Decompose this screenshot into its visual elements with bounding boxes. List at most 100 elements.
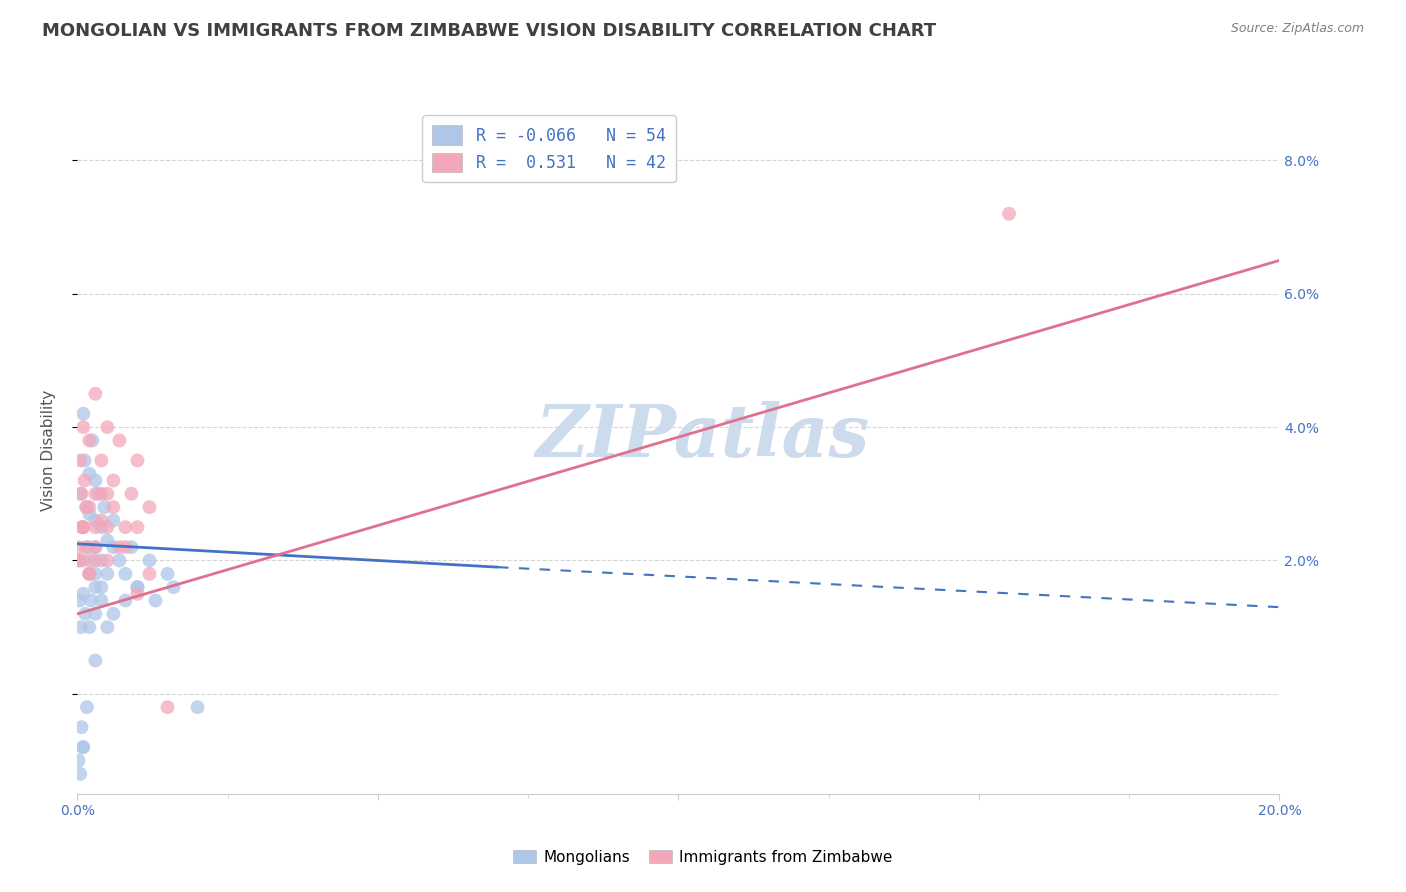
Point — [998, 207, 1021, 221]
Point — [84, 607, 107, 621]
Point — [90, 580, 112, 594]
Point — [90, 513, 112, 527]
Point — [108, 434, 131, 448]
Point — [69, 453, 91, 467]
Point — [84, 540, 107, 554]
Text: MONGOLIAN VS IMMIGRANTS FROM ZIMBABWE VISION DISABILITY CORRELATION CHART: MONGOLIAN VS IMMIGRANTS FROM ZIMBABWE VI… — [42, 22, 936, 40]
Point — [108, 540, 131, 554]
Point — [70, 520, 93, 534]
Point — [96, 520, 118, 534]
Point — [156, 566, 179, 581]
Point — [93, 500, 115, 515]
Point — [69, 767, 91, 781]
Point — [127, 580, 149, 594]
Point — [82, 434, 104, 448]
Point — [90, 487, 112, 501]
Point — [67, 553, 90, 567]
Point — [75, 500, 97, 515]
Point — [79, 566, 101, 581]
Point — [79, 566, 101, 581]
Point — [69, 593, 91, 607]
Point — [114, 593, 136, 607]
Text: ZIPatlas: ZIPatlas — [536, 401, 869, 472]
Point — [73, 474, 96, 488]
Point — [79, 507, 101, 521]
Point — [96, 487, 118, 501]
Point — [114, 520, 136, 534]
Point — [114, 540, 136, 554]
Point — [114, 566, 136, 581]
Point — [79, 566, 101, 581]
Point — [127, 580, 149, 594]
Point — [79, 434, 101, 448]
Point — [75, 500, 97, 515]
Point — [187, 700, 209, 714]
Point — [70, 520, 93, 534]
Point — [96, 420, 118, 434]
Point — [127, 453, 149, 467]
Point — [90, 553, 112, 567]
Point — [103, 500, 125, 515]
Y-axis label: Vision Disability: Vision Disability — [42, 390, 56, 511]
Point — [72, 520, 94, 534]
Point — [79, 467, 101, 481]
Point — [138, 500, 160, 515]
Point — [145, 593, 167, 607]
Point — [79, 620, 101, 634]
Point — [75, 540, 97, 554]
Point — [103, 513, 125, 527]
Point — [103, 607, 125, 621]
Point — [108, 553, 131, 567]
Point — [79, 500, 101, 515]
Point — [138, 553, 160, 567]
Legend: R = -0.066   N = 54, R =  0.531   N = 42: R = -0.066 N = 54, R = 0.531 N = 42 — [422, 115, 676, 182]
Point — [75, 607, 97, 621]
Point — [67, 754, 90, 768]
Point — [72, 587, 94, 601]
Point — [90, 593, 112, 607]
Point — [96, 533, 118, 548]
Point — [72, 420, 94, 434]
Point — [162, 580, 184, 594]
Point — [103, 474, 125, 488]
Point — [69, 553, 91, 567]
Point — [77, 540, 100, 554]
Point — [127, 520, 149, 534]
Point — [72, 407, 94, 421]
Point — [138, 566, 160, 581]
Point — [76, 700, 98, 714]
Point — [120, 487, 142, 501]
Point — [70, 487, 93, 501]
Point — [70, 720, 93, 734]
Point — [127, 587, 149, 601]
Point — [84, 580, 107, 594]
Point — [96, 566, 118, 581]
Point — [80, 593, 103, 607]
Point — [84, 520, 107, 534]
Point — [72, 553, 94, 567]
Point — [84, 553, 107, 567]
Point — [72, 520, 94, 534]
Point — [96, 620, 118, 634]
Point — [87, 487, 110, 501]
Point — [84, 487, 107, 501]
Point — [90, 453, 112, 467]
Point — [84, 386, 107, 401]
Point — [72, 740, 94, 755]
Point — [90, 520, 112, 534]
Point — [79, 553, 101, 567]
Point — [69, 487, 91, 501]
Point — [72, 740, 94, 755]
Point — [120, 540, 142, 554]
Point — [70, 620, 93, 634]
Point — [96, 553, 118, 567]
Point — [84, 474, 107, 488]
Point — [73, 453, 96, 467]
Text: Source: ZipAtlas.com: Source: ZipAtlas.com — [1230, 22, 1364, 36]
Legend: Mongolians, Immigrants from Zimbabwe: Mongolians, Immigrants from Zimbabwe — [508, 844, 898, 871]
Point — [84, 513, 107, 527]
Point — [67, 540, 90, 554]
Point — [84, 653, 107, 667]
Point — [156, 700, 179, 714]
Point — [84, 540, 107, 554]
